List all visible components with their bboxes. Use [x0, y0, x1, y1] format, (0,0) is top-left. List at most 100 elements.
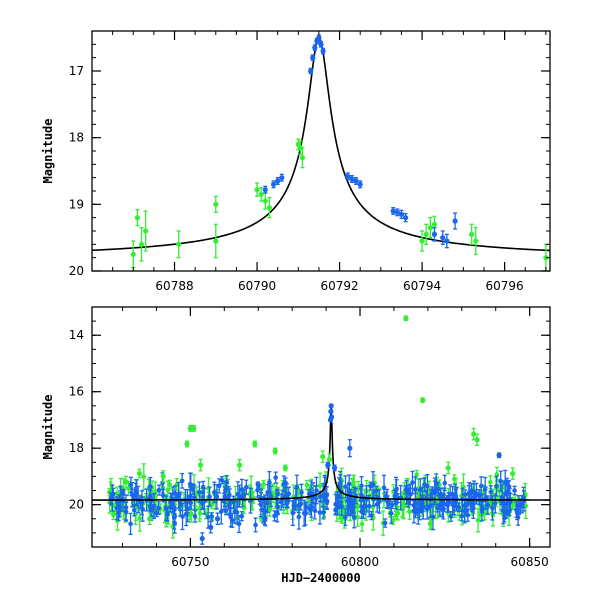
blue-noise-point: [115, 496, 120, 508]
blue-noise-point: [456, 502, 462, 513]
green-noise-point: [261, 479, 266, 489]
blue-noise-point: [253, 517, 258, 533]
blue-data-point: [325, 461, 331, 469]
green-data-point: [469, 223, 475, 245]
blue-data-point: [353, 177, 359, 185]
blue-noise-point: [469, 501, 474, 512]
green-data-point: [403, 315, 409, 322]
blue-noise-point: [226, 485, 232, 506]
blue-noise-point: [308, 504, 313, 516]
green-data-point: [420, 397, 426, 404]
blue-noise-point: [209, 512, 214, 521]
green-data-point: [320, 450, 326, 463]
blue-data-point: [279, 173, 285, 182]
blue-data-point: [312, 44, 318, 51]
green-data-point: [252, 440, 258, 448]
blue-noise-point: [394, 479, 399, 499]
blue-noise-point: [207, 486, 212, 507]
bottom-xlabel: HJD−2400000: [281, 571, 360, 585]
green-data-point: [473, 227, 479, 255]
blue-noise-point: [499, 483, 505, 511]
blue-noise-point: [237, 484, 242, 508]
y-tick-label: 20: [69, 264, 84, 278]
green-data-point: [138, 227, 145, 262]
blue-noise-point: [441, 494, 447, 512]
green-data-point: [160, 470, 166, 483]
blue-noise-point: [373, 485, 379, 497]
green-data-point: [266, 197, 273, 219]
blue-noise-point: [180, 502, 185, 531]
blue-noise-point: [351, 506, 357, 529]
blue-noise-point: [283, 477, 288, 489]
blue-noise-point: [382, 518, 388, 528]
blue-data-point: [349, 175, 355, 183]
blue-noise-point: [227, 500, 232, 516]
green-data-point: [297, 140, 303, 155]
x-tick-label: 60796: [486, 279, 524, 293]
blue-data-point: [444, 233, 450, 249]
green-noise-point: [304, 479, 310, 491]
green-data-point: [143, 210, 149, 252]
blue-noise-point: [214, 484, 220, 510]
blue-noise-point: [386, 499, 392, 509]
x-tick-label: 60850: [511, 555, 549, 569]
blue-noise-point: [243, 479, 249, 495]
blue-noise-point: [359, 476, 364, 496]
green-data-point: [197, 458, 204, 472]
y-tick-label: 18: [69, 441, 84, 455]
green-data-point: [213, 223, 219, 259]
blue-noise-point: [296, 503, 302, 530]
blue-noise-point: [368, 481, 373, 491]
y-tick-label: 14: [69, 328, 84, 342]
blue-noise-point: [223, 481, 228, 500]
blue-noise-point: [132, 488, 137, 507]
x-tick-label: 60794: [403, 279, 441, 293]
blue-noise-point: [432, 477, 438, 503]
green-data-point: [510, 467, 516, 480]
blue-noise-point: [192, 484, 197, 511]
blue-data-point: [390, 207, 396, 215]
blue-data-point: [328, 403, 334, 409]
blue-data-point: [270, 180, 277, 189]
blue-noise-point: [171, 497, 177, 523]
green-data-point: [136, 468, 143, 479]
x-tick-label: 60792: [320, 279, 358, 293]
blue-noise-point: [219, 476, 225, 485]
blue-data-point: [262, 185, 268, 194]
blue-data-point: [345, 172, 351, 181]
blue-noise-point: [216, 478, 222, 494]
blue-data-point: [357, 180, 363, 189]
blue-noise-point: [336, 500, 342, 509]
y-tick-label: 18: [69, 131, 84, 145]
top-axis-layer: 60788 60790 60792 60794 60796 17 18 19 20: [69, 30, 551, 293]
green-data-point: [213, 195, 219, 213]
green-data-point: [191, 424, 197, 432]
blue-noise-point: [452, 483, 458, 508]
blue-noise-point: [504, 477, 510, 487]
blue-noise-point: [512, 485, 517, 496]
green-data-point: [147, 512, 153, 526]
blue-noise-point: [267, 470, 272, 494]
green-data-point: [254, 182, 260, 197]
blue-noise-point: [514, 501, 519, 518]
green-data-point: [427, 217, 433, 239]
y-tick-label: 16: [69, 385, 84, 399]
blue-data-point: [310, 54, 316, 61]
blue-noise-point: [128, 512, 133, 536]
blue-data-point: [208, 520, 214, 534]
green-data-point: [130, 240, 136, 269]
green-data-point: [423, 223, 429, 245]
blue-noise-point: [405, 484, 411, 496]
blue-data-point: [255, 481, 261, 489]
blue-data-point: [347, 439, 353, 458]
top-data-layer: [92, 34, 550, 271]
green-data-point: [258, 187, 264, 202]
green-data-point: [134, 209, 140, 227]
blue-noise-point: [410, 470, 415, 495]
blue-data-point: [328, 414, 335, 420]
y-tick-label: 17: [69, 64, 84, 78]
green-data-point: [474, 433, 480, 447]
blue-noise-point: [488, 485, 494, 499]
blue-data-point: [199, 532, 205, 545]
blue-noise-point: [272, 510, 277, 522]
